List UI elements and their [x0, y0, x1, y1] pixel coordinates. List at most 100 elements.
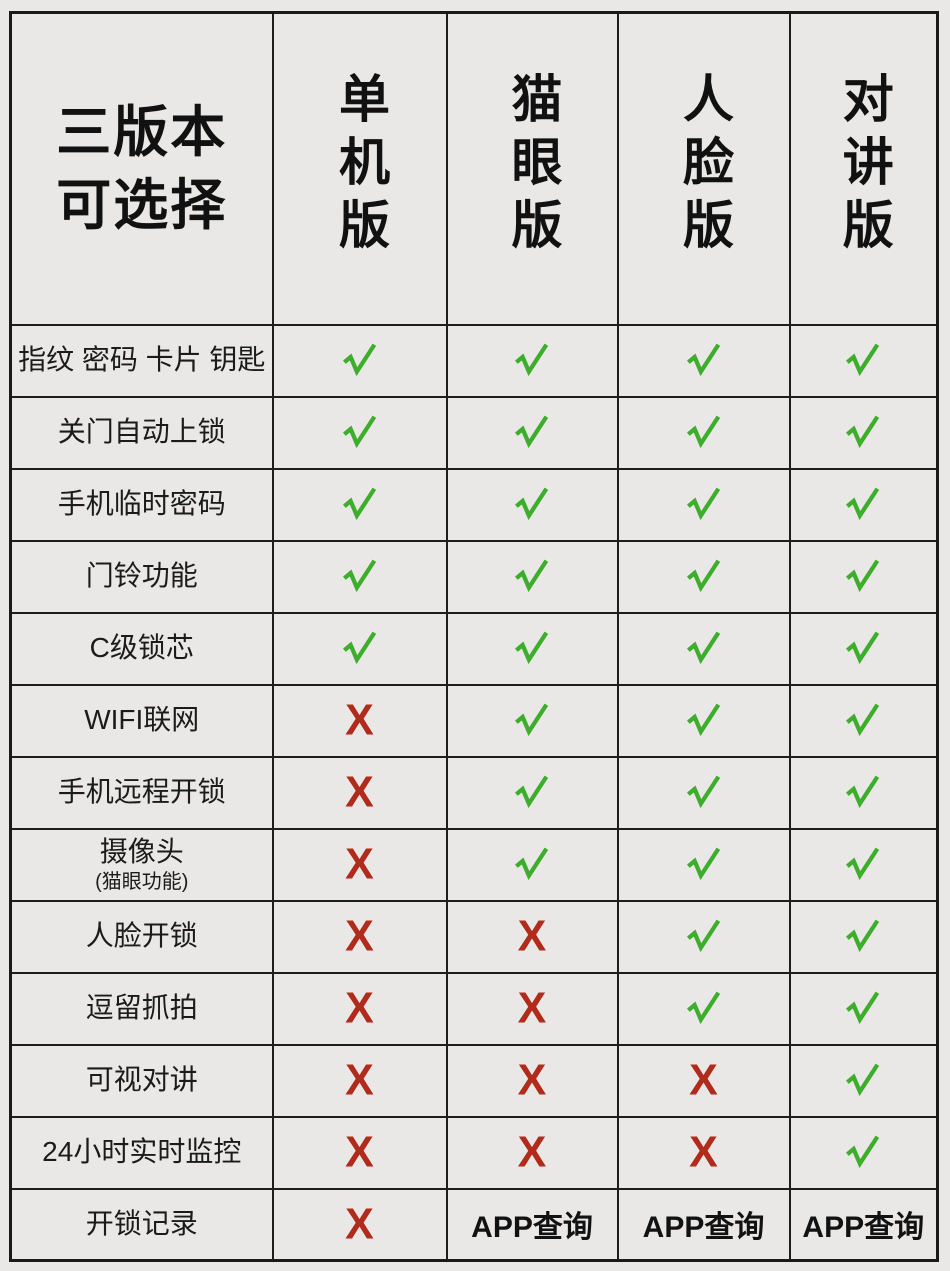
value-cell — [616, 683, 791, 758]
value-cell — [445, 683, 619, 758]
value-cell: X — [616, 1115, 791, 1190]
value-cell — [616, 539, 791, 614]
check-icon — [846, 847, 880, 880]
feature-label: WIFI联网 — [84, 704, 200, 736]
table-row: 逗留抓拍 X X — [9, 971, 939, 1046]
feature-label: 手机临时密码 — [57, 488, 226, 520]
column-header-2: 猫眼版 — [445, 11, 619, 326]
value-cell — [788, 1043, 939, 1118]
value-cell: APP查询 — [616, 1187, 791, 1262]
app-query-label: APP查询 — [642, 1211, 765, 1245]
table-row: 摄像头 (猫眼功能) X — [9, 827, 939, 902]
table-title: 三版本 可选择 — [12, 96, 272, 241]
feature-cell: 开锁记录 — [9, 1187, 274, 1262]
value-cell: X — [271, 1187, 448, 1262]
check-icon — [846, 415, 880, 448]
value-cell — [616, 611, 791, 686]
table-row: WIFI联网 X — [9, 683, 939, 758]
value-cell — [616, 395, 791, 470]
value-cell: X — [616, 1043, 791, 1118]
cross-icon: X — [517, 983, 547, 1033]
value-cell — [788, 683, 939, 758]
table-row: 手机临时密码 — [9, 467, 939, 542]
feature-label: 逗留抓拍 — [85, 992, 198, 1024]
check-icon — [846, 775, 880, 808]
value-cell — [271, 395, 448, 470]
table-row: 24小时实时监控 X X X — [9, 1115, 939, 1190]
feature-cell: C级锁芯 — [9, 611, 274, 686]
value-cell — [271, 467, 448, 542]
feature-label: 可视对讲 — [85, 1064, 198, 1096]
feature-label: 摄像头 — [99, 836, 184, 868]
column-header-label: 人脸版 — [675, 71, 733, 261]
value-cell — [445, 323, 619, 398]
check-icon — [686, 415, 720, 448]
value-cell — [445, 611, 619, 686]
feature-label: 门铃功能 — [85, 560, 198, 592]
column-header-4: 对讲版 — [788, 11, 939, 326]
check-icon — [686, 775, 720, 808]
value-cell — [788, 323, 939, 398]
value-cell — [271, 539, 448, 614]
table-row: 门铃功能 — [9, 539, 939, 614]
value-cell — [616, 899, 791, 974]
check-icon — [846, 343, 880, 376]
check-icon — [515, 559, 549, 592]
value-cell — [271, 323, 448, 398]
check-icon — [342, 343, 376, 376]
value-cell — [788, 899, 939, 974]
check-icon — [686, 487, 720, 520]
check-icon — [846, 631, 880, 664]
comparison-table: 三版本 可选择 单机版 猫眼版 人脸版 对讲版 指纹 密码 卡片 钥匙 关门自动上锁 手机… — [9, 11, 939, 1262]
value-cell — [788, 827, 939, 902]
check-icon — [515, 487, 549, 520]
value-cell: X — [271, 899, 448, 974]
value-cell — [616, 827, 791, 902]
value-cell: X — [445, 971, 619, 1046]
value-cell: X — [271, 1115, 448, 1190]
cross-icon: X — [517, 1127, 547, 1177]
check-icon — [342, 487, 376, 520]
check-icon — [846, 703, 880, 736]
check-icon — [846, 487, 880, 520]
check-icon — [342, 415, 376, 448]
check-icon — [342, 559, 376, 592]
value-cell — [616, 467, 791, 542]
check-icon — [846, 1063, 880, 1096]
check-icon — [342, 631, 376, 664]
check-icon — [846, 991, 880, 1024]
check-icon — [515, 343, 549, 376]
cross-icon: X — [517, 1055, 547, 1105]
feature-cell: 逗留抓拍 — [9, 971, 274, 1046]
check-icon — [686, 919, 720, 952]
app-query-label: APP查询 — [802, 1211, 925, 1245]
feature-cell: 24小时实时监控 — [9, 1115, 274, 1190]
value-cell: APP查询 — [788, 1187, 939, 1262]
cross-icon: X — [345, 1127, 374, 1177]
cross-icon: X — [689, 1127, 718, 1177]
table-row: C级锁芯 — [9, 611, 939, 686]
feature-cell: 可视对讲 — [9, 1043, 274, 1118]
feature-sublabel: (猫眼功能) — [95, 870, 189, 893]
feature-cell: WIFI联网 — [9, 683, 274, 758]
check-icon — [846, 919, 880, 952]
check-icon — [686, 559, 720, 592]
value-cell — [616, 755, 791, 830]
value-cell — [616, 971, 791, 1046]
cross-icon: X — [345, 839, 374, 889]
feature-cell: 手机临时密码 — [9, 467, 274, 542]
feature-cell: 指纹 密码 卡片 钥匙 — [9, 323, 274, 398]
cross-icon: X — [345, 983, 374, 1033]
value-cell — [445, 539, 619, 614]
feature-label: 24小时实时监控 — [42, 1136, 242, 1168]
check-icon — [846, 559, 880, 592]
feature-cell: 人脸开锁 — [9, 899, 274, 974]
check-icon — [686, 343, 720, 376]
value-cell: X — [271, 683, 448, 758]
table-row: 人脸开锁 X X — [9, 899, 939, 974]
check-icon — [686, 703, 720, 736]
cross-icon: X — [345, 695, 374, 745]
value-cell — [445, 395, 619, 470]
value-cell: X — [445, 1043, 619, 1118]
